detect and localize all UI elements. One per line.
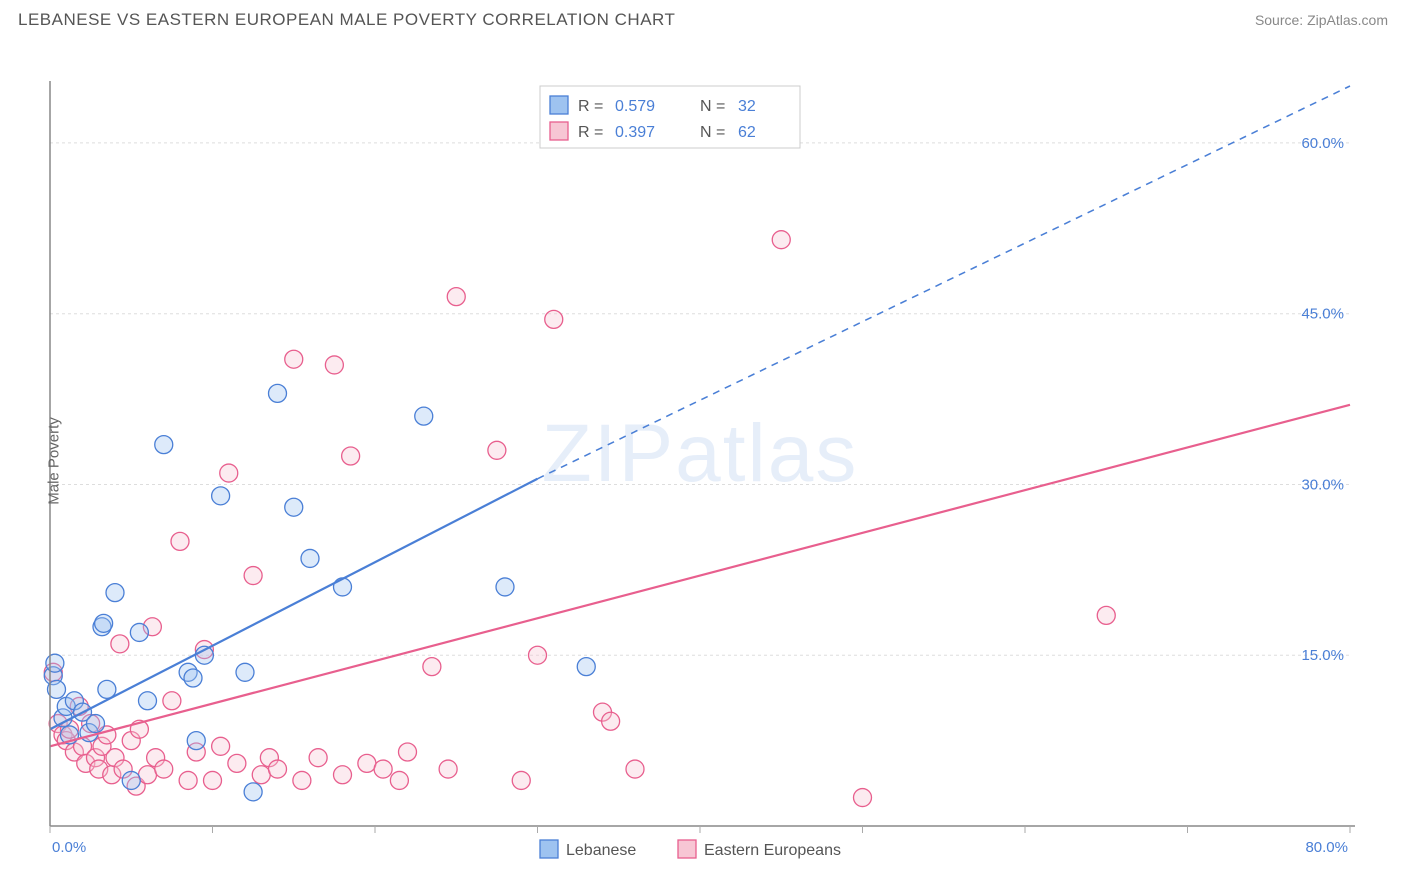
legend-swatch bbox=[540, 840, 558, 858]
legend-r-value: 0.397 bbox=[615, 124, 655, 141]
data-point bbox=[87, 715, 105, 733]
y-tick-label: 60.0% bbox=[1301, 135, 1344, 152]
data-point bbox=[228, 754, 246, 772]
y-tick-label: 15.0% bbox=[1301, 647, 1344, 664]
data-point bbox=[1097, 606, 1115, 624]
data-point bbox=[529, 646, 547, 664]
data-point bbox=[187, 732, 205, 750]
data-point bbox=[111, 635, 129, 653]
data-point bbox=[342, 447, 360, 465]
data-point bbox=[423, 658, 441, 676]
data-point bbox=[325, 356, 343, 374]
data-point bbox=[122, 771, 140, 789]
legend-n-label: N = bbox=[700, 124, 725, 141]
legend-r-label: R = bbox=[578, 124, 603, 141]
data-point bbox=[293, 771, 311, 789]
data-point bbox=[184, 669, 202, 687]
data-point bbox=[269, 760, 287, 778]
data-point bbox=[204, 771, 222, 789]
y-tick-label: 45.0% bbox=[1301, 306, 1344, 323]
legend-series-label: Eastern Europeans bbox=[704, 842, 841, 859]
data-point bbox=[577, 658, 595, 676]
data-point bbox=[399, 743, 417, 761]
legend-swatch bbox=[550, 122, 568, 140]
data-point bbox=[244, 783, 262, 801]
legend-swatch bbox=[678, 840, 696, 858]
legend-swatch bbox=[550, 96, 568, 114]
x-tick-label: 0.0% bbox=[52, 839, 86, 856]
header-bar: LEBANESE VS EASTERN EUROPEAN MALE POVERT… bbox=[0, 0, 1406, 36]
data-point bbox=[512, 771, 530, 789]
data-point bbox=[488, 441, 506, 459]
data-point bbox=[334, 766, 352, 784]
data-point bbox=[334, 578, 352, 596]
data-point bbox=[269, 384, 287, 402]
data-point bbox=[171, 532, 189, 550]
data-point bbox=[390, 771, 408, 789]
data-point bbox=[106, 584, 124, 602]
data-point bbox=[854, 789, 872, 807]
data-point bbox=[155, 760, 173, 778]
data-point bbox=[545, 310, 563, 328]
data-point bbox=[626, 760, 644, 778]
chart-title: LEBANESE VS EASTERN EUROPEAN MALE POVERT… bbox=[18, 10, 675, 30]
data-point bbox=[236, 663, 254, 681]
data-point bbox=[163, 692, 181, 710]
data-point bbox=[301, 549, 319, 567]
data-point bbox=[46, 654, 64, 672]
data-point bbox=[139, 692, 157, 710]
data-point bbox=[496, 578, 514, 596]
y-tick-label: 30.0% bbox=[1301, 476, 1344, 493]
source-attribution: Source: ZipAtlas.com bbox=[1255, 12, 1388, 28]
data-point bbox=[415, 407, 433, 425]
legend-r-value: 0.579 bbox=[615, 98, 655, 115]
data-point bbox=[139, 766, 157, 784]
scatter-chart: 15.0%30.0%45.0%60.0%ZIPatlas0.0%80.0%R =… bbox=[0, 36, 1406, 886]
legend-n-value: 32 bbox=[738, 98, 756, 115]
data-point bbox=[252, 766, 270, 784]
data-point bbox=[447, 288, 465, 306]
y-axis-label: Male Poverty bbox=[45, 417, 62, 505]
legend-n-value: 62 bbox=[738, 124, 756, 141]
data-point bbox=[212, 487, 230, 505]
data-point bbox=[439, 760, 457, 778]
data-point bbox=[155, 436, 173, 454]
data-point bbox=[285, 498, 303, 516]
data-point bbox=[772, 231, 790, 249]
legend-n-label: N = bbox=[700, 98, 725, 115]
x-tick-label: 80.0% bbox=[1305, 839, 1348, 856]
data-point bbox=[309, 749, 327, 767]
data-point bbox=[602, 712, 620, 730]
data-point bbox=[212, 737, 230, 755]
legend-series-label: Lebanese bbox=[566, 842, 636, 859]
chart-container: Male Poverty 15.0%30.0%45.0%60.0%ZIPatla… bbox=[0, 36, 1406, 886]
data-point bbox=[285, 350, 303, 368]
data-point bbox=[358, 754, 376, 772]
data-point bbox=[244, 567, 262, 585]
data-point bbox=[179, 771, 197, 789]
data-point bbox=[95, 614, 113, 632]
data-point bbox=[130, 623, 148, 641]
data-point bbox=[374, 760, 392, 778]
data-point bbox=[220, 464, 238, 482]
legend-r-label: R = bbox=[578, 98, 603, 115]
